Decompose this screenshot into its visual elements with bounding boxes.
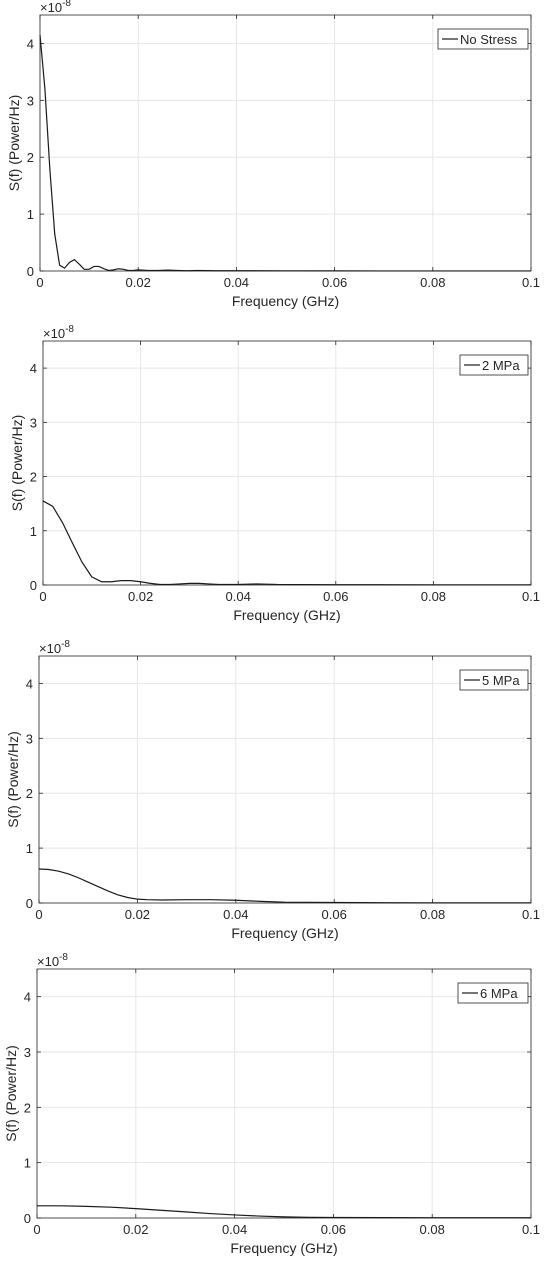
x-tick-label: 0.04 — [223, 907, 248, 922]
legend-label: 5 MPa — [482, 673, 520, 688]
legend-label: 6 MPa — [480, 986, 518, 1001]
x-tick-label: 0.02 — [125, 907, 150, 922]
x-tick-label: 0.04 — [224, 275, 249, 290]
x-tick-label: 0.06 — [321, 1222, 346, 1237]
x-tick-label: 0.04 — [226, 589, 251, 604]
y-tick-label: 4 — [24, 990, 31, 1005]
x-tick-label: 0 — [33, 1222, 40, 1237]
x-tick-label: 0.02 — [126, 275, 151, 290]
x-tick-label: 0.08 — [421, 589, 446, 604]
x-tick-label: 0.08 — [420, 275, 445, 290]
y-tick-label: 4 — [26, 676, 33, 691]
y-tick-label: 2 — [27, 150, 34, 165]
legend-box — [459, 354, 529, 376]
y-tick-label: 0 — [26, 896, 33, 911]
x-axis-label: Frequency (GHz) — [232, 293, 339, 309]
x-tick-label: 0.06 — [322, 907, 347, 922]
x-tick-label: 0.1 — [522, 1222, 540, 1237]
y-axis-label: S(f) (Power/Hz) — [3, 1045, 19, 1141]
y-tick-label: 2 — [26, 786, 33, 801]
y-tick-label: 2 — [24, 1100, 31, 1115]
x-tick-label: 0.04 — [222, 1222, 247, 1237]
axes-box — [36, 968, 532, 1219]
exponent-label: ×10-8 — [40, 0, 71, 15]
y-tick-label: 2 — [30, 470, 37, 485]
legend-label: No Stress — [460, 32, 518, 47]
exponent-label: ×10-8 — [39, 639, 70, 656]
y-tick-label: 4 — [30, 361, 37, 376]
exponent-value: -8 — [59, 952, 68, 963]
y-tick-label: 0 — [30, 578, 37, 593]
x-tick-label: 0.08 — [420, 1222, 445, 1237]
series-line — [38, 868, 532, 904]
y-tick-label: 0 — [27, 264, 34, 279]
exponent-label: ×10-8 — [43, 324, 74, 341]
exponent-value: -8 — [61, 639, 70, 650]
y-tick-label: 1 — [26, 841, 33, 856]
x-axis-label: Frequency (GHz) — [230, 1240, 337, 1256]
y-tick-label: 3 — [24, 1045, 31, 1060]
series-line — [39, 34, 531, 272]
y-axis-label: S(f) (Power/Hz) — [9, 415, 25, 511]
y-tick-label: 4 — [27, 36, 34, 51]
x-tick-label: 0.1 — [522, 589, 540, 604]
x-axis-label: Frequency (GHz) — [231, 925, 338, 941]
axes-box — [42, 340, 532, 586]
panel-4: 0 0.02 0.04 0.06 0.08 0.1 0 1 2 3 4 ×10-8 Frequency … — [3, 952, 540, 1256]
axes-box — [39, 14, 532, 272]
exponent-label: ×10-8 — [37, 952, 68, 969]
panel-3: 0 0.02 0.04 0.06 0.08 0.1 0 1 2 3 4 ×10-8 Frequency … — [5, 639, 540, 941]
y-axis-label: S(f) (Power/Hz) — [5, 731, 21, 827]
legend-label: 2 MPa — [482, 358, 520, 373]
x-tick-label: 0.1 — [522, 275, 540, 290]
exponent-value: -8 — [65, 324, 74, 335]
x-tick-label: 0.1 — [522, 907, 540, 922]
series-line — [37, 1205, 532, 1219]
y-tick-label: 1 — [30, 524, 37, 539]
x-tick-label: 0.08 — [420, 907, 445, 922]
x-tick-label: 0.06 — [323, 589, 348, 604]
x-tick-label: 0.02 — [128, 589, 153, 604]
x-tick-label: 0 — [35, 907, 42, 922]
x-tick-label: 0.02 — [123, 1222, 148, 1237]
y-tick-label: 3 — [30, 415, 37, 430]
x-tick-label: 0 — [39, 589, 46, 604]
x-tick-label: 0 — [36, 275, 43, 290]
axes-box — [38, 655, 532, 904]
y-axis-label: S(f) (Power/Hz) — [6, 95, 22, 191]
x-axis-label: Frequency (GHz) — [233, 607, 340, 623]
panel-1: 0 0.02 0.04 0.06 0.08 0.1 0 1 2 3 4 ×10-8 Frequency … — [6, 0, 540, 309]
series-line — [42, 500, 532, 586]
exponent-value: -8 — [62, 0, 71, 9]
panel-2: 0 0.02 0.04 0.06 0.08 0.1 0 1 2 3 4 ×10-8 Frequency … — [9, 324, 540, 623]
legend-box — [459, 669, 529, 691]
legend-box — [457, 982, 529, 1004]
y-tick-label: 3 — [27, 93, 34, 108]
y-tick-label: 0 — [24, 1211, 31, 1226]
legend-box — [437, 28, 529, 50]
x-tick-label: 0.06 — [322, 275, 347, 290]
y-tick-label: 1 — [27, 207, 34, 222]
y-tick-label: 1 — [24, 1156, 31, 1171]
y-tick-label: 3 — [26, 731, 33, 746]
